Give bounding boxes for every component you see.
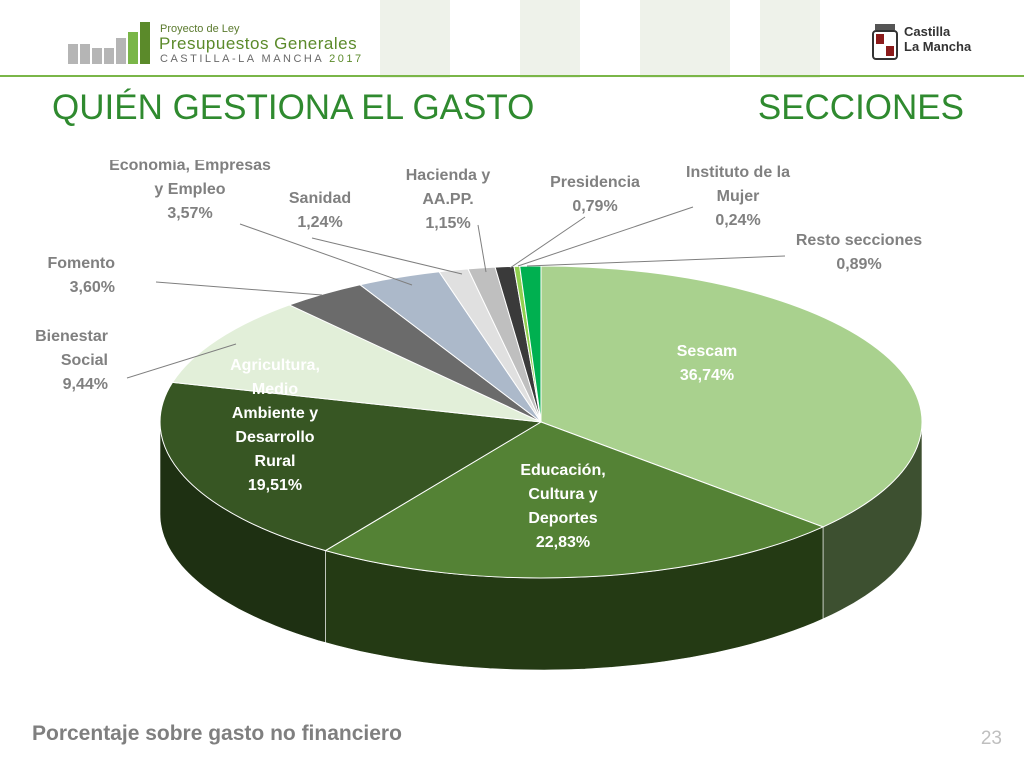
data-label-name-2: Agricultura,	[230, 357, 320, 374]
slice-2	[159, 381, 543, 552]
header-divider	[0, 75, 1024, 77]
data-label-value-9: 0,24%	[715, 212, 760, 229]
leader-line-6	[311, 237, 463, 275]
data-label-value-0: 36,74%	[680, 367, 734, 384]
header-pattern-block	[520, 0, 580, 78]
data-label-value-10: 0,89%	[836, 256, 881, 273]
data-label-name-8: Presidencia	[550, 174, 640, 191]
data-label-name-2: Desarrollo	[235, 429, 314, 446]
project-year: 2017	[329, 53, 364, 65]
leader-line-7	[477, 224, 487, 273]
data-label-value-7: 1,15%	[425, 215, 470, 232]
header-pattern-block	[640, 0, 730, 78]
data-label-name-9: Instituto de la	[686, 164, 790, 181]
coat-of-arms-icon	[872, 24, 898, 60]
slide-subtitle: SECCIONES	[757, 88, 964, 127]
leader-line-8	[509, 216, 586, 269]
leader-line-10	[526, 255, 786, 267]
data-label-value-3: 9,44%	[63, 376, 108, 393]
data-label-name-4: Fomento	[47, 255, 115, 272]
data-label-name-10: Resto secciones	[796, 232, 922, 249]
data-label-name-5: Economía, Empresas	[109, 160, 271, 174]
data-label-name-0: Sescam	[677, 343, 738, 360]
project-region-name: CASTILLA-LA MANCHA	[160, 53, 324, 65]
data-label-name-1: Deportes	[528, 510, 597, 527]
data-label-name-7: AA.PP.	[422, 191, 473, 208]
data-label-value-8: 0,79%	[572, 198, 617, 215]
project-region: CASTILLA-LA MANCHA 2017	[160, 53, 364, 65]
data-label-value-1: 22,83%	[536, 534, 590, 551]
data-label-name-6: Sanidad	[289, 190, 351, 207]
data-label-name-2: Rural	[255, 453, 296, 470]
project-label: Proyecto de Ley	[160, 23, 240, 35]
leader-line-3	[126, 343, 237, 379]
data-label-name-9: Mujer	[717, 188, 760, 205]
cm-line1: Castilla	[904, 24, 951, 39]
footer-note: Porcentaje sobre gasto no financiero	[32, 722, 402, 745]
budget-logo	[68, 18, 160, 64]
slide-title: QUIÉN GESTIONA EL GASTO	[52, 88, 535, 127]
data-label-value-5: 3,57%	[167, 205, 212, 222]
leader-line-4	[155, 281, 323, 296]
data-label-name-7: Hacienda y	[406, 167, 491, 184]
header-banner: Proyecto de Ley Presupuestos Generales C…	[0, 0, 1024, 78]
slice-1	[324, 421, 825, 579]
data-label-name-1: Educación,	[520, 462, 605, 479]
data-label-name-3: Bienestar	[35, 328, 108, 345]
slice-0	[540, 265, 923, 528]
pie-chart: Sescam 36,74% Educación, Cultura y Deportes 2…	[35, 160, 923, 671]
data-label-value-2: 19,51%	[248, 477, 302, 494]
project-title: Presupuestos Generales	[159, 34, 358, 53]
leader-line-9	[517, 206, 694, 267]
cm-line2: La Mancha	[904, 39, 972, 54]
data-label-name-2: Ambiente y	[232, 405, 318, 422]
castilla-la-mancha-logo-text: Castilla La Mancha	[904, 24, 971, 54]
page-number: 23	[980, 728, 1002, 749]
data-label-name-1: Cultura y	[528, 486, 597, 503]
data-label-name-3: Social	[61, 352, 108, 369]
data-label-value-4: 3,60%	[70, 279, 115, 296]
data-label-name-5: y Empleo	[154, 181, 225, 198]
slice-3	[171, 304, 542, 423]
header-pattern-block	[380, 0, 450, 78]
header-pattern-block	[760, 0, 820, 78]
data-label-name-2: Medio	[252, 381, 298, 398]
leader-line-5	[239, 223, 413, 286]
data-label-value-6: 1,24%	[297, 214, 342, 231]
